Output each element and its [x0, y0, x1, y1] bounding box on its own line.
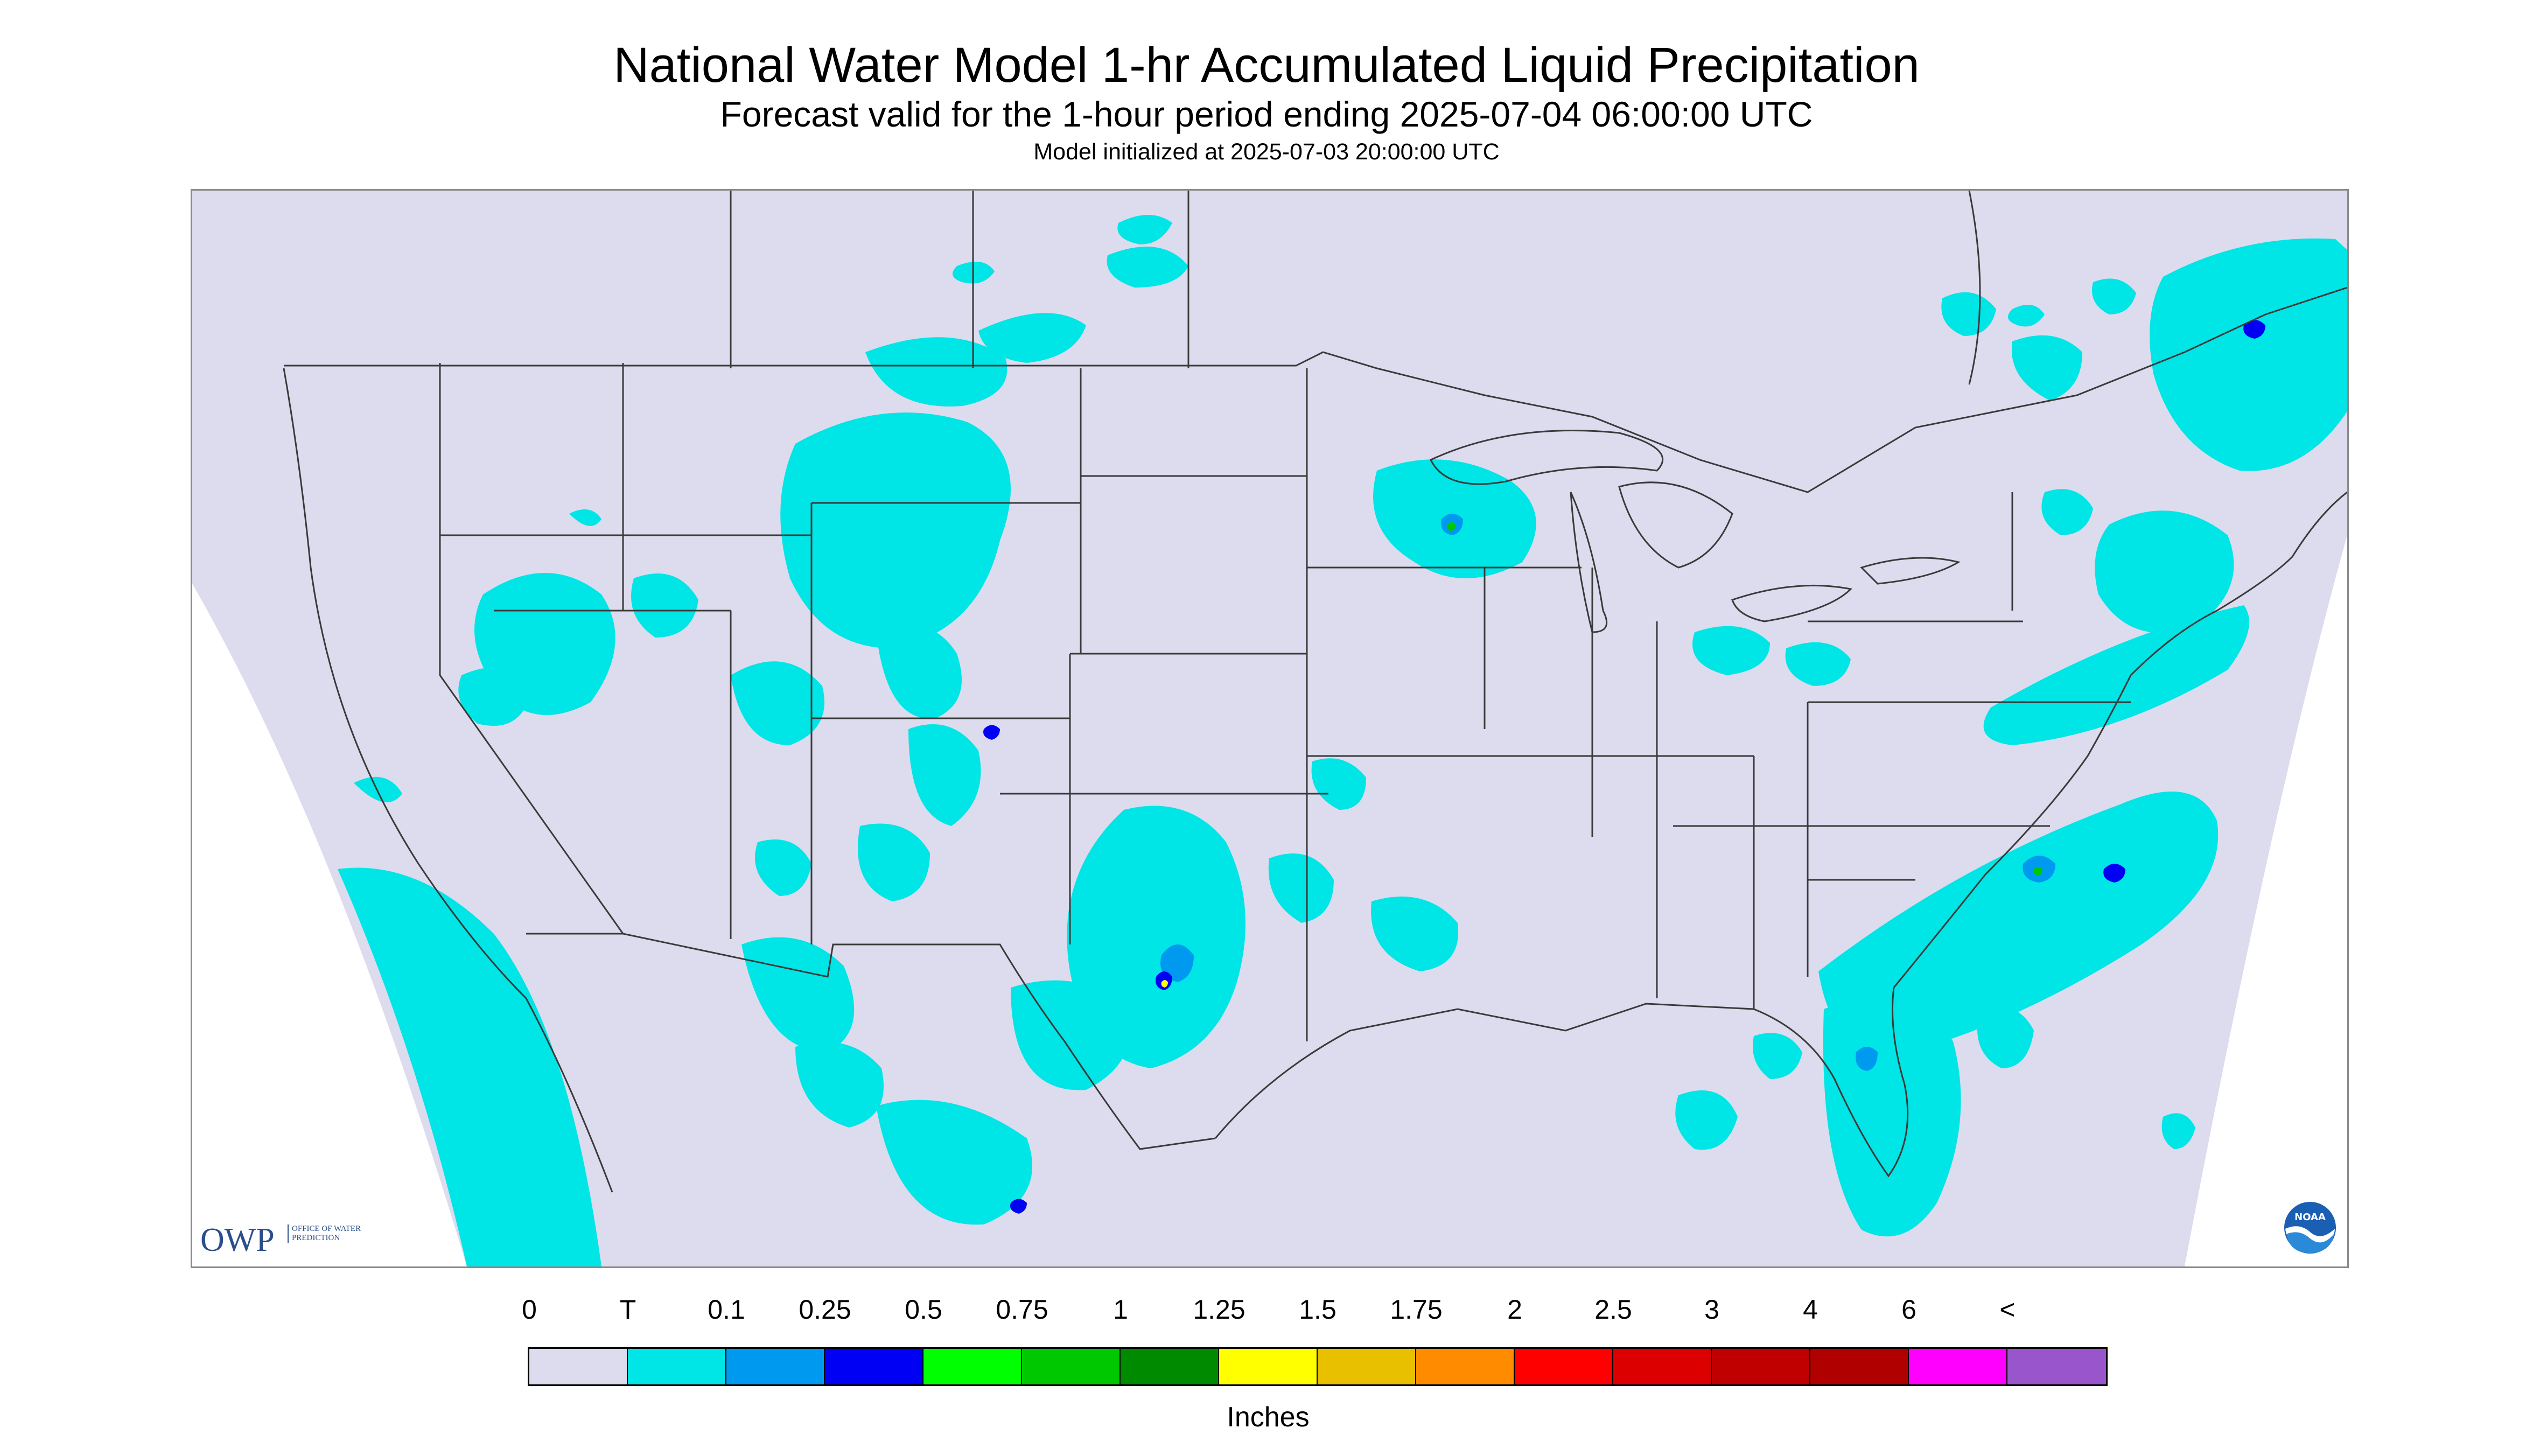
legend-swatch — [1318, 1349, 1416, 1384]
owp-logo-text: OWP — [200, 1222, 275, 1258]
legend-tick-label: 6 — [1901, 1294, 1916, 1325]
heavier-precipitation — [983, 320, 2265, 1214]
legend-swatch — [1909, 1349, 2007, 1384]
legend-colorbar — [528, 1347, 2108, 1386]
legend-swatch — [529, 1349, 628, 1384]
noaa-logo-text: NOAA — [2294, 1212, 2326, 1223]
legend-swatch — [1613, 1349, 1712, 1384]
precipitation-legend: 0 T 0.1 0.25 0.5 0.75 1 1.25 1.5 1.75 2 2.5 3 4 6 < Inc… — [522, 1293, 2108, 1433]
legend-tick-label: 3 — [1704, 1294, 1719, 1325]
legend-tick-label: 0.5 — [905, 1294, 942, 1325]
legend-tick-label: 4 — [1803, 1294, 1818, 1325]
model-domain — [192, 191, 2347, 1266]
legend-units-label: Inches — [1227, 1402, 1310, 1433]
legend-swatch — [2007, 1349, 2106, 1384]
legend-tick-label: 2 — [1507, 1294, 1522, 1325]
noaa-logo-icon: NOAA — [2284, 1202, 2336, 1254]
legend-swatch — [825, 1349, 923, 1384]
legend-tick-label: 0.75 — [996, 1294, 1048, 1325]
legend-tick-label: T — [619, 1294, 636, 1325]
legend-swatch — [628, 1349, 726, 1384]
map-title: National Water Model 1-hr Accumulated Li… — [613, 38, 1920, 93]
legend-tick-label: 1 — [1113, 1294, 1128, 1325]
legend-swatch — [1515, 1349, 1613, 1384]
legend-tick-label: < — [1999, 1294, 2016, 1325]
owp-logo-subtext: OFFICE OF WATER PREDICTION — [288, 1224, 367, 1243]
legend-tick-label: 1.5 — [1299, 1294, 1337, 1325]
legend-swatch — [1416, 1349, 1515, 1384]
boundary-lines — [283, 191, 2347, 1193]
legend-swatch — [1121, 1349, 1219, 1384]
map-canvas — [192, 191, 2347, 1266]
model-initialized-line: Model initialized at 2025-07-03 20:00:00… — [1033, 139, 1500, 165]
owp-logo: OWP OFFICE OF WATER PREDICTION — [200, 1221, 362, 1259]
legend-tick-label: 0.1 — [708, 1294, 745, 1325]
legend-tick-label: 2.5 — [1594, 1294, 1632, 1325]
legend-tick-label: 0.25 — [799, 1294, 851, 1325]
legend-tick-label: 1.25 — [1193, 1294, 1245, 1325]
precipitation-areas — [338, 215, 2347, 1266]
legend-tick-label: 1.75 — [1390, 1294, 1443, 1325]
precipitation-map — [191, 189, 2349, 1268]
forecast-valid-subtitle: Forecast valid for the 1-hour period end… — [720, 94, 1813, 134]
legend-swatch — [1219, 1349, 1318, 1384]
legend-swatch — [1712, 1349, 1810, 1384]
legend-tick-label: 0 — [522, 1294, 537, 1325]
legend-swatch — [923, 1349, 1022, 1384]
legend-swatch — [726, 1349, 825, 1384]
legend-swatch — [1810, 1349, 1909, 1384]
legend-swatch — [1022, 1349, 1121, 1384]
